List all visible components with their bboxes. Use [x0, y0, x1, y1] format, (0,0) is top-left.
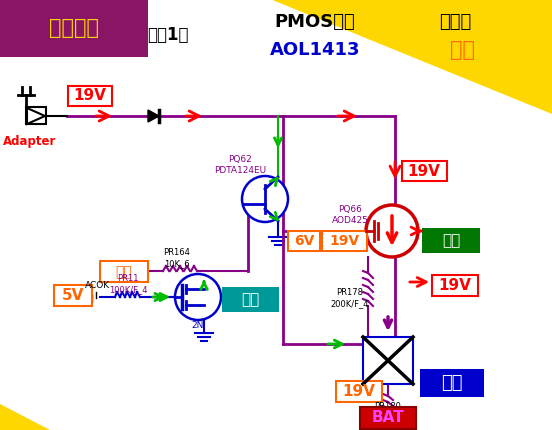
Polygon shape: [270, 0, 552, 115]
Bar: [26, 108, 46, 125]
Text: 5V: 5V: [62, 288, 84, 303]
Text: 电路符号: 电路符号: [49, 18, 99, 38]
Text: PR11
100K/F_4: PR11 100K/F_4: [109, 273, 147, 293]
FancyBboxPatch shape: [322, 231, 367, 252]
Text: 接地: 接地: [115, 264, 132, 278]
Polygon shape: [148, 111, 159, 123]
Text: BAT: BAT: [371, 409, 405, 424]
Text: 作用：: 作用：: [439, 13, 471, 31]
Text: PR164
10K_6: PR164 10K_6: [163, 248, 190, 267]
Text: 19V: 19V: [407, 163, 440, 178]
Text: 2N: 2N: [192, 321, 204, 330]
Text: PR180
100K/F_4: PR180 100K/F_4: [369, 401, 407, 421]
FancyBboxPatch shape: [420, 369, 484, 397]
Text: 19V: 19V: [343, 384, 375, 399]
Text: 导通: 导通: [442, 233, 460, 248]
Text: 6V: 6V: [294, 233, 314, 247]
Circle shape: [175, 274, 221, 320]
Text: 19V: 19V: [438, 278, 471, 293]
Text: 隔离: 隔离: [449, 40, 475, 60]
Bar: [0, 0, 148, 58]
Text: Adapter: Adapter: [3, 135, 57, 148]
FancyBboxPatch shape: [222, 287, 279, 312]
Text: PQ66
AOD425: PQ66 AOD425: [332, 205, 368, 224]
FancyBboxPatch shape: [422, 228, 480, 253]
Text: PR178
200K/F_4: PR178 200K/F_4: [331, 288, 369, 307]
FancyBboxPatch shape: [68, 87, 112, 107]
Text: 示例1：: 示例1：: [147, 26, 189, 44]
Text: 19V: 19V: [329, 233, 359, 247]
FancyBboxPatch shape: [360, 407, 416, 429]
Polygon shape: [27, 109, 45, 125]
FancyBboxPatch shape: [336, 381, 382, 402]
Text: ACOK: ACOK: [84, 281, 109, 290]
Text: 隔离: 隔离: [441, 373, 463, 391]
FancyBboxPatch shape: [432, 275, 478, 296]
Circle shape: [242, 177, 288, 222]
Polygon shape: [0, 404, 50, 430]
Bar: [363, 337, 413, 384]
Text: PQ62
PDTA124EU: PQ62 PDTA124EU: [214, 155, 266, 174]
Circle shape: [366, 206, 418, 258]
Text: 19V: 19V: [73, 88, 107, 103]
FancyBboxPatch shape: [54, 286, 92, 306]
Text: 导通: 导通: [241, 292, 259, 307]
FancyBboxPatch shape: [100, 261, 148, 283]
FancyBboxPatch shape: [288, 231, 320, 252]
Text: AOL1413: AOL1413: [270, 41, 360, 59]
FancyBboxPatch shape: [402, 162, 447, 181]
Text: PMOS管：: PMOS管：: [275, 13, 355, 31]
